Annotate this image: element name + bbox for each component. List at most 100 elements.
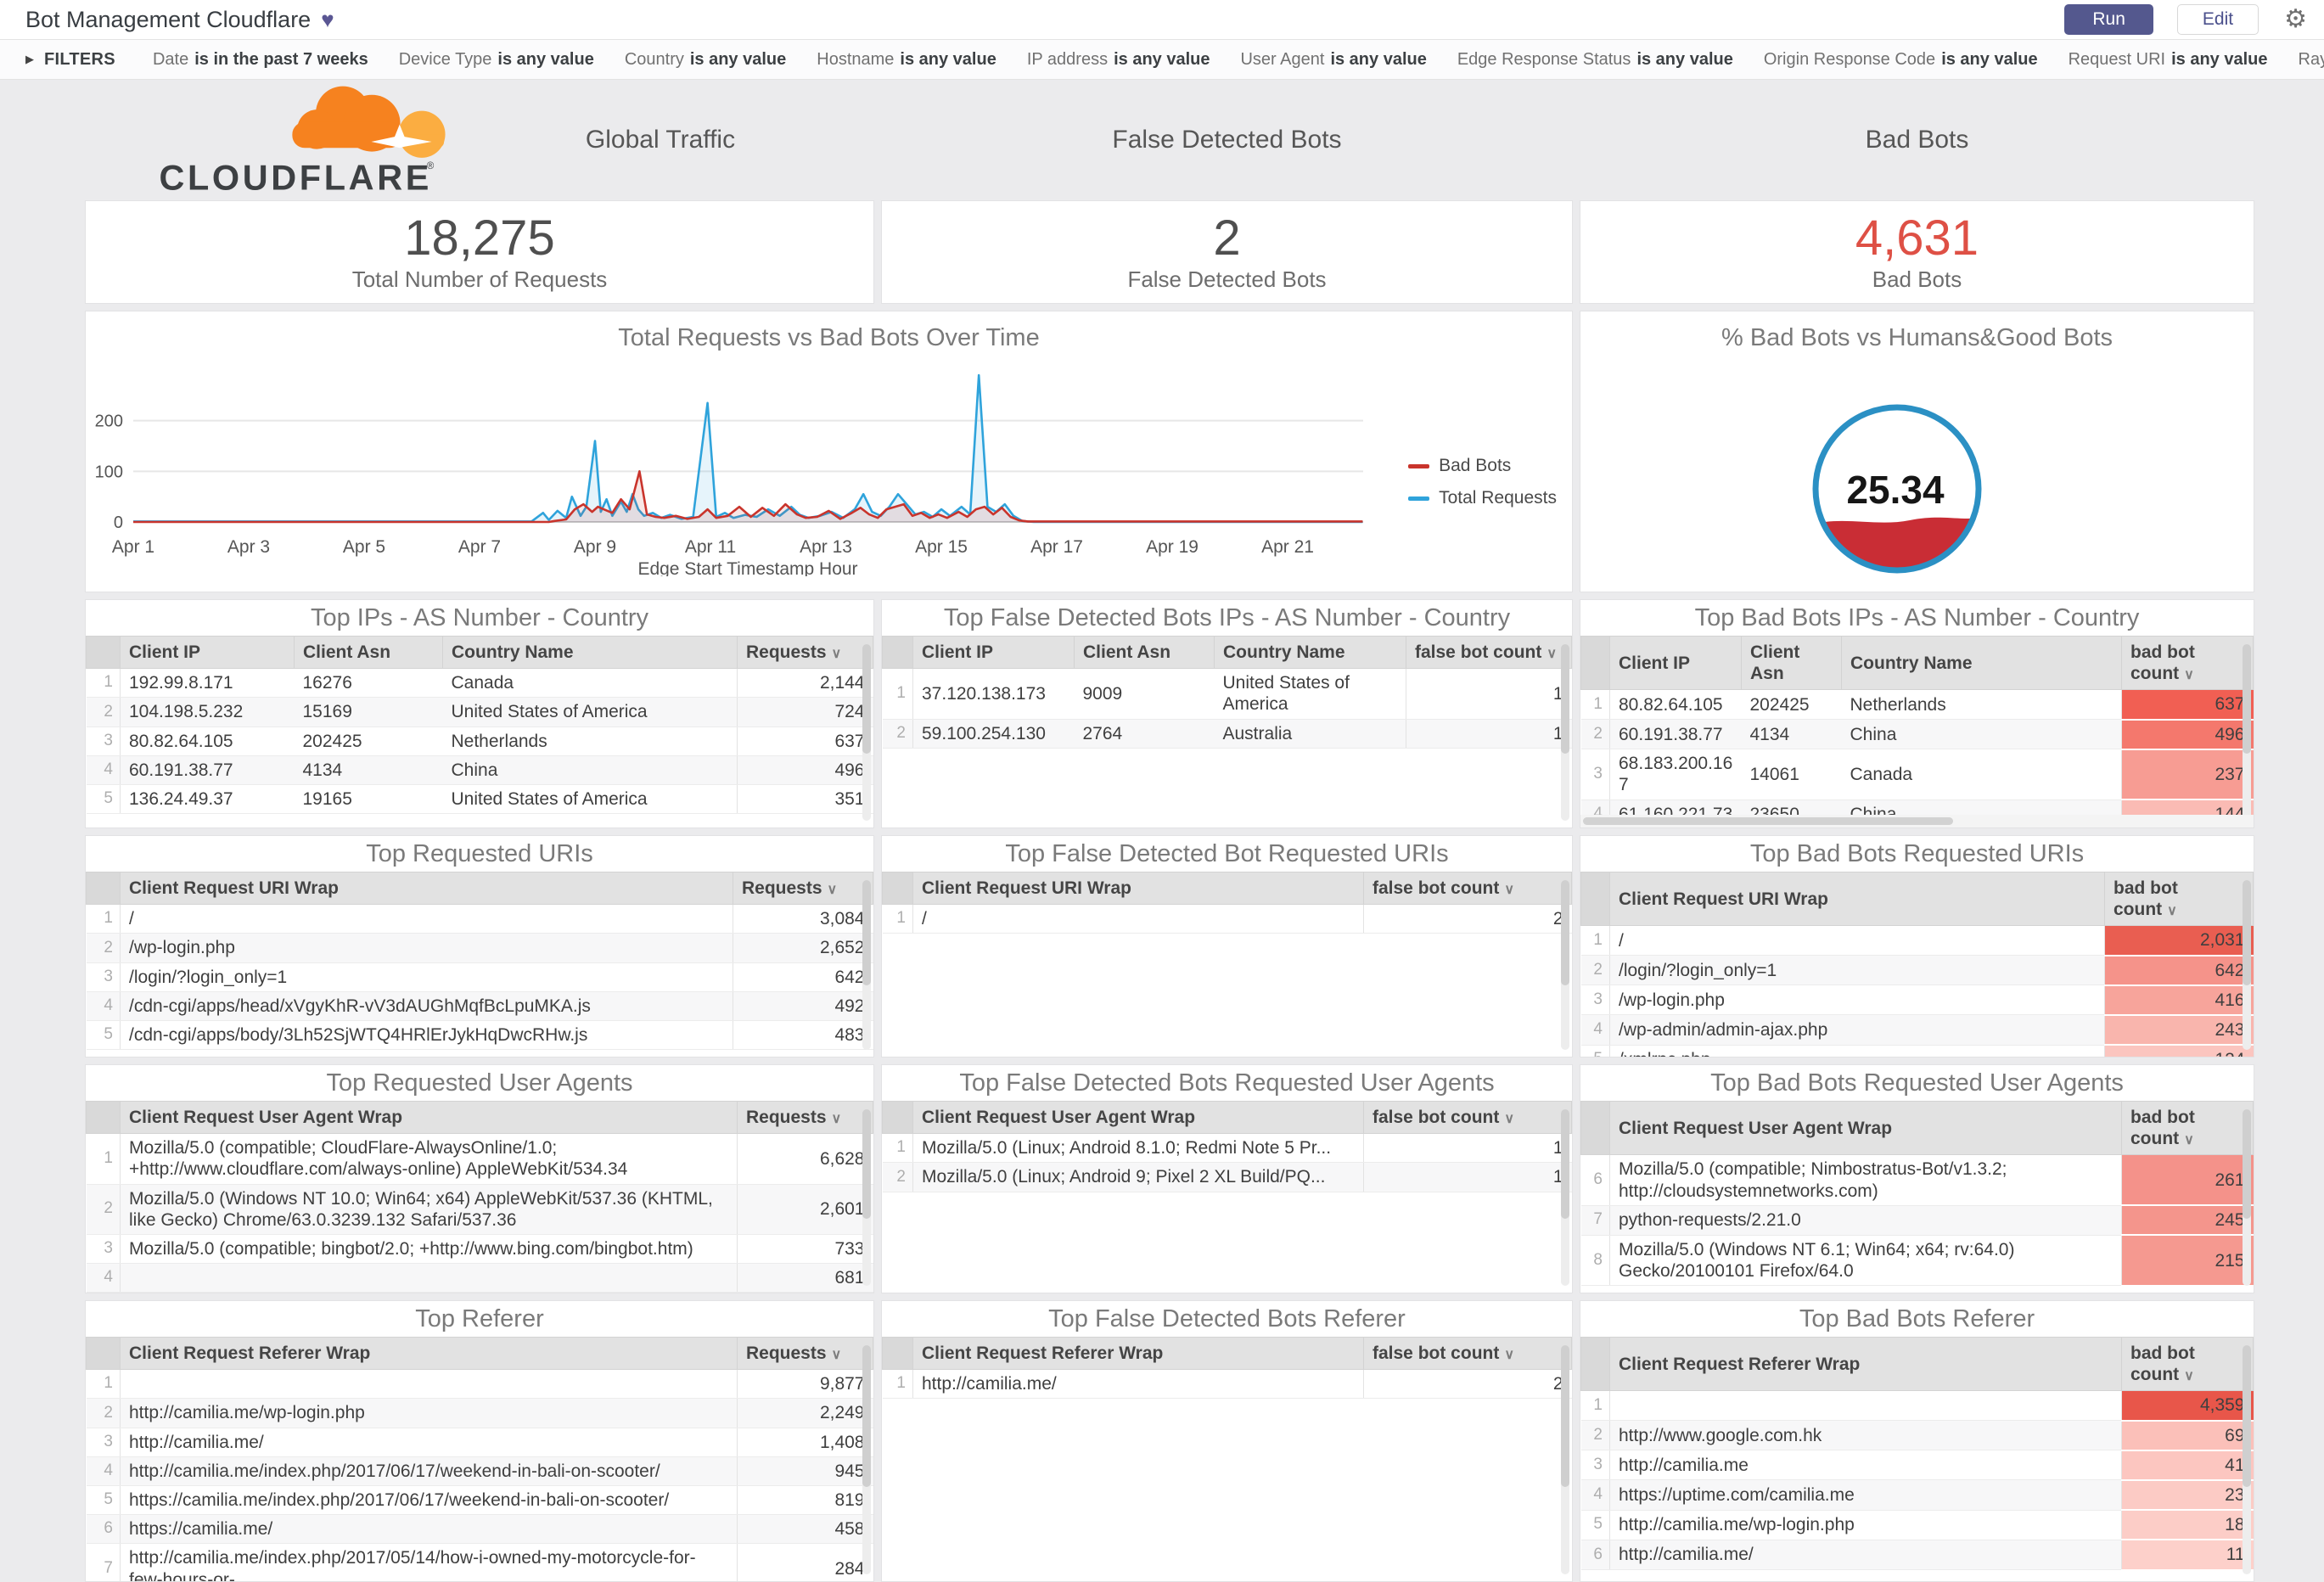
scrollbar-thumb[interactable] <box>1583 817 1953 825</box>
data-cell[interactable]: Mozilla/5.0 (compatible; Nimbostratus-Bo… <box>1610 1155 2122 1205</box>
scrollbar-thumb[interactable] <box>862 880 871 985</box>
data-cell[interactable] <box>121 1370 738 1399</box>
column-header[interactable]: Client Request User Agent Wrap <box>913 1102 1364 1134</box>
column-header[interactable]: Client Request User Agent Wrap <box>1610 1102 2122 1155</box>
value-cell[interactable]: 637 <box>738 726 873 755</box>
sort-desc-icon[interactable]: ∨ <box>832 647 842 661</box>
data-cell[interactable]: 192.99.8.171 <box>121 669 295 698</box>
scrollbar-thumb[interactable] <box>1561 880 1569 985</box>
column-header[interactable]: false bot count∨ <box>1364 1102 1572 1134</box>
value-cell[interactable]: 351 <box>738 784 873 813</box>
value-cell[interactable]: 2 <box>1364 905 1572 934</box>
value-cell[interactable]: 261 <box>2122 1155 2254 1205</box>
data-cell[interactable]: /cdn-cgi/apps/body/3Lh52SjWTQ4HRlErJykHq… <box>121 1020 733 1049</box>
value-cell[interactable]: 416 <box>2105 985 2254 1015</box>
column-header[interactable]: Country Name <box>1842 637 2122 690</box>
column-header[interactable]: bad bot count∨ <box>2122 637 2254 690</box>
value-cell[interactable]: 2,031 <box>2105 926 2254 956</box>
scrollbar-thumb[interactable] <box>862 1345 871 1487</box>
data-cell[interactable]: 136.24.49.37 <box>121 784 295 813</box>
value-cell[interactable]: 819 <box>738 1485 873 1514</box>
column-header[interactable]: Client Request Referer Wrap <box>1610 1338 2122 1391</box>
column-header[interactable]: Client IP <box>1610 637 1742 690</box>
column-header[interactable]: Client Request Referer Wrap <box>121 1338 738 1370</box>
data-cell[interactable]: http://camilia.me <box>1610 1450 2122 1480</box>
column-header[interactable]: false bot count∨ <box>1406 637 1572 669</box>
data-cell[interactable]: 202425 <box>295 726 443 755</box>
table-scrollbar[interactable] <box>1561 644 1569 821</box>
value-cell[interactable]: 496 <box>2122 720 2254 749</box>
column-header[interactable]: Client Request URI Wrap <box>1610 872 2105 926</box>
data-cell[interactable]: /wp-admin/admin-ajax.php <box>1610 1015 2105 1045</box>
column-header[interactable]: Client Request User Agent Wrap <box>121 1102 738 1134</box>
value-cell[interactable]: 733 <box>738 1234 873 1263</box>
table-scrollbar[interactable] <box>862 880 871 1050</box>
kpi-value[interactable]: 18,275 <box>404 211 554 266</box>
sort-desc-icon[interactable]: ∨ <box>828 883 838 897</box>
kpi-value[interactable]: 2 <box>1213 211 1240 266</box>
data-cell[interactable]: Netherlands <box>443 726 738 755</box>
data-cell[interactable]: http://camilia.me/ <box>1610 1540 2122 1569</box>
data-cell[interactable]: Canada <box>1842 749 2122 799</box>
table-scrollbar[interactable] <box>2243 1345 2251 1574</box>
data-cell[interactable]: /xmlrpc.php <box>1610 1045 2105 1057</box>
data-cell[interactable]: Canada <box>443 669 738 698</box>
column-header[interactable]: Client Asn <box>1075 637 1215 669</box>
value-cell[interactable]: 124 <box>2105 1045 2254 1057</box>
column-header[interactable]: false bot count∨ <box>1364 1338 1572 1370</box>
column-header[interactable]: Client IP <box>913 637 1075 669</box>
value-cell[interactable]: 637 <box>2122 690 2254 720</box>
column-header[interactable]: Client Request Referer Wrap <box>913 1338 1364 1370</box>
table-h-scrollbar[interactable] <box>1580 815 2254 827</box>
scrollbar-thumb[interactable] <box>1561 644 1569 754</box>
data-cell[interactable]: 15169 <box>295 698 443 726</box>
filter-chip[interactable]: RayIDis any value <box>2299 50 2324 69</box>
data-cell[interactable]: http://www.google.com.hk <box>1610 1421 2122 1450</box>
gear-icon[interactable]: ⚙ <box>2284 7 2307 32</box>
data-cell[interactable]: 60.191.38.77 <box>1610 720 1742 749</box>
data-cell[interactable]: http://camilia.me/ <box>913 1370 1364 1399</box>
column-header[interactable]: Client Request URI Wrap <box>121 872 733 905</box>
value-cell[interactable]: 681 <box>738 1264 873 1293</box>
data-cell[interactable]: United States of America <box>443 784 738 813</box>
legend-item[interactable]: Total Requests <box>1408 488 1557 508</box>
data-cell[interactable]: Mozilla/5.0 (Windows NT 10.0; Win64; x64… <box>121 1184 738 1234</box>
column-header[interactable]: Country Name <box>1215 637 1406 669</box>
data-cell[interactable]: United States of America <box>1215 669 1406 719</box>
value-cell[interactable]: 458 <box>738 1515 873 1544</box>
data-cell[interactable]: / <box>1610 926 2105 956</box>
column-header[interactable]: Requests∨ <box>733 872 873 905</box>
value-cell[interactable]: 2,652 <box>733 934 873 962</box>
data-cell[interactable]: 19165 <box>295 784 443 813</box>
value-cell[interactable]: 1 <box>1406 719 1572 748</box>
value-cell[interactable]: 2,144 <box>738 669 873 698</box>
sort-desc-icon[interactable]: ∨ <box>1504 1112 1514 1126</box>
value-cell[interactable]: 41 <box>2122 1450 2254 1480</box>
data-cell[interactable]: python-requests/2.21.0 <box>1610 1205 2122 1235</box>
scrollbar-thumb[interactable] <box>1561 1345 1569 1487</box>
column-header[interactable]: Client Request URI Wrap <box>913 872 1364 905</box>
data-cell[interactable]: 14061 <box>1742 749 1842 799</box>
table-scrollbar[interactable] <box>862 1345 871 1574</box>
data-cell[interactable]: China <box>443 755 738 784</box>
value-cell[interactable]: 11 <box>2122 1540 2254 1569</box>
value-cell[interactable]: 724 <box>738 698 873 726</box>
scrollbar-thumb[interactable] <box>1561 1109 1569 1219</box>
column-header[interactable]: Requests∨ <box>738 1102 873 1134</box>
data-cell[interactable]: https://camilia.me/ <box>121 1515 738 1544</box>
data-cell[interactable]: 60.191.38.77 <box>121 755 295 784</box>
sort-desc-icon[interactable]: ∨ <box>832 1112 842 1126</box>
column-header[interactable]: Requests∨ <box>738 1338 873 1370</box>
scrollbar-thumb[interactable] <box>2243 644 2251 754</box>
value-cell[interactable]: 215 <box>2122 1235 2254 1285</box>
data-cell[interactable]: http://camilia.me/index.php/2017/06/17/w… <box>121 1456 738 1485</box>
value-cell[interactable]: 243 <box>2105 1015 2254 1045</box>
data-cell[interactable] <box>121 1264 738 1293</box>
data-cell[interactable]: /login/?login_only=1 <box>121 962 733 991</box>
